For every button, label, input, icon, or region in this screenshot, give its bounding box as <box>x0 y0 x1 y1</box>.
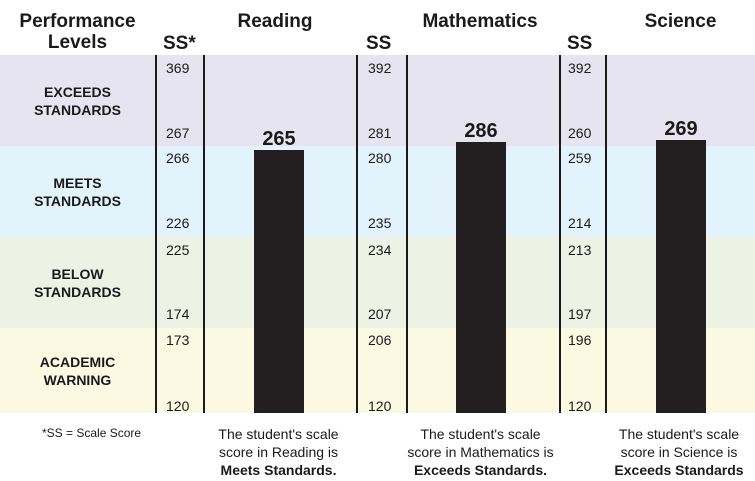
tick-label: 173 <box>166 332 190 348</box>
caption-line1: The student's scale <box>420 426 541 442</box>
tick-label: 267 <box>166 125 190 141</box>
tick-label: 235 <box>368 215 392 231</box>
bar-value-science: 269 <box>664 117 698 140</box>
caption-mathematics: The student's scale score in Mathematics… <box>393 425 568 479</box>
band-warning <box>0 328 755 413</box>
performance-header-line2: Levels <box>47 32 108 53</box>
axis-line-mathematics-right <box>406 55 408 413</box>
caption-science: The student's scale score in Science is … <box>604 425 754 479</box>
tick-label: 120 <box>368 398 392 414</box>
band-below <box>0 237 755 328</box>
tick-label: 197 <box>568 306 592 322</box>
tick-label: 174 <box>166 306 190 322</box>
subject-title-mathematics: Mathematics <box>422 11 538 32</box>
ss-header-mathematics: SS <box>366 33 392 54</box>
band-label-line2: STANDARDS <box>34 101 121 118</box>
tick-label: 266 <box>166 150 190 166</box>
caption-reading: The student's scale score in Reading is … <box>200 425 357 479</box>
tick-label: 225 <box>166 242 190 258</box>
band-label-exceeds: EXCEEDS STANDARDS <box>0 55 155 146</box>
bar-science <box>656 139 706 413</box>
axis-line-reading-right <box>203 55 205 413</box>
caption-line2: score in Science is <box>620 444 738 460</box>
caption-line1: The student's scale <box>618 426 740 442</box>
tick-label: 120 <box>568 398 592 414</box>
footnote: *SS = Scale Score <box>42 426 142 440</box>
tick-label: 196 <box>568 332 592 348</box>
bar-value-mathematics: 286 <box>464 119 498 142</box>
axis-line-science-right <box>605 55 607 413</box>
tick-label: 280 <box>368 150 392 166</box>
tick-label: 369 <box>166 60 190 76</box>
band-label-line2: STANDARDS <box>34 192 121 209</box>
tick-label: 206 <box>368 332 392 348</box>
tick-label: 234 <box>368 242 392 258</box>
band-label-warning: ACADEMIC WARNING <box>0 328 155 413</box>
band-label-meets: MEETS STANDARDS <box>0 146 155 237</box>
caption-line2: score in Mathematics is <box>407 444 554 460</box>
band-exceeds <box>0 55 755 146</box>
tick-label: 214 <box>568 215 592 231</box>
caption-level: Meets Standards. <box>220 462 337 478</box>
band-label-line2: WARNING <box>43 371 112 388</box>
ss-header-reading: SS* <box>163 33 196 54</box>
caption-level: Exceeds Standards <box>614 462 744 478</box>
bar-value-reading: 265 <box>262 128 296 151</box>
bar-mathematics <box>456 141 506 413</box>
axis-line-reading-left <box>155 55 157 413</box>
subject-title-reading: Reading <box>237 11 313 32</box>
band-label-line1: ACADEMIC <box>39 353 116 370</box>
band-meets <box>0 146 755 237</box>
tick-label: 259 <box>568 150 592 166</box>
band-label-line1: EXCEEDS <box>44 83 111 100</box>
performance-levels-header: Performance Levels <box>0 11 155 53</box>
tick-label: 260 <box>568 125 592 141</box>
axis-line-mathematics-left <box>356 55 358 413</box>
band-label-line1: BELOW <box>51 265 104 282</box>
tick-label: 213 <box>568 242 592 258</box>
caption-line1: The student's scale <box>218 426 339 442</box>
subject-title-science: Science <box>644 11 717 32</box>
tick-label: 392 <box>568 60 592 76</box>
tick-label: 281 <box>368 125 392 141</box>
ss-header-science: SS <box>567 33 593 54</box>
band-label-line1: MEETS <box>53 174 102 191</box>
tick-label: 207 <box>368 306 392 322</box>
caption-level: Exceeds Standards. <box>413 462 548 478</box>
band-label-line2: STANDARDS <box>34 283 121 300</box>
axis-line-science-left <box>559 55 561 413</box>
tick-label: 120 <box>166 398 190 414</box>
band-label-below: BELOW STANDARDS <box>0 237 155 328</box>
bar-reading <box>254 150 304 413</box>
performance-header-line1: Performance <box>19 11 136 32</box>
tick-label: 226 <box>166 215 190 231</box>
tick-label: 392 <box>368 60 392 76</box>
caption-line2: score in Reading is <box>218 444 339 460</box>
